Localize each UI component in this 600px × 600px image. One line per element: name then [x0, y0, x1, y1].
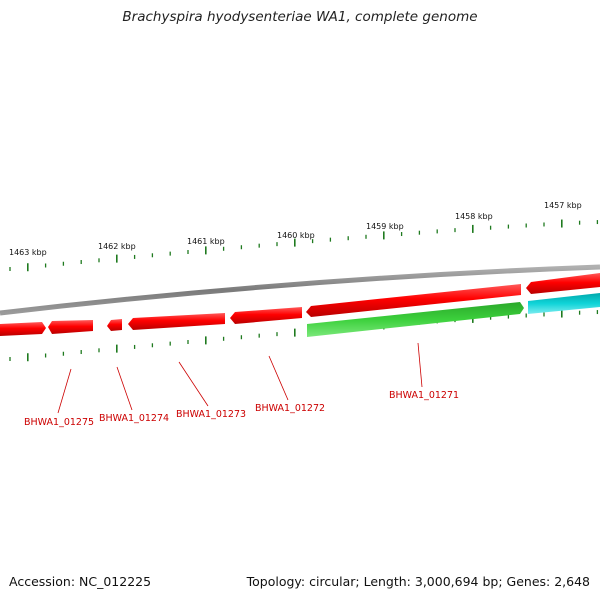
gene-arrow-bhwa1-01271[interactable]: [307, 302, 524, 337]
gene-arrow-bhwa1-01272[interactable]: [230, 307, 302, 324]
gene-arrow-bhwa1-01275[interactable]: [48, 320, 93, 334]
gene-arrow[interactable]: [526, 273, 600, 294]
gene-label: BHWA1_01274: [99, 413, 169, 424]
gene-arrow-bhwa1-01273[interactable]: [128, 313, 225, 330]
scale-tick-label: 1460 kbp: [277, 231, 315, 240]
scale-tick-label: 1461 kbp: [187, 237, 225, 246]
accession-text: Accession: NC_012225: [9, 574, 152, 589]
genome-summary-text: Topology: circular; Length: 3,000,694 bp…: [246, 574, 590, 589]
scale-tick-label: 1459 kbp: [366, 222, 404, 231]
genome-backbone: [0, 264, 600, 316]
scale-tick-label: 1462 kbp: [98, 242, 136, 251]
forward-strand-track: [0, 273, 600, 336]
gene-label: BHWA1_01271: [389, 390, 459, 401]
callout-line: [57, 368, 72, 414]
reverse-strand-track: [307, 293, 600, 337]
callout-line: [178, 361, 209, 407]
scale-tick-label: 1457 kbp: [544, 201, 582, 210]
gene-callouts: [57, 342, 423, 414]
gene-arrow-bhwa1-01274[interactable]: [107, 319, 122, 331]
gene-arrow[interactable]: [306, 284, 521, 317]
gene-label: BHWA1_01275: [24, 417, 94, 428]
scale-tick-label: 1458 kbp: [455, 212, 493, 221]
callout-line: [116, 366, 133, 411]
gene-label: BHWA1_01272: [255, 403, 325, 414]
map-title: Brachyspira hyodysenteriae WA1, complete…: [122, 9, 478, 25]
inner-scale-ticks: [9, 309, 599, 362]
callout-line: [268, 355, 289, 401]
gene-label: BHWA1_01273: [176, 409, 246, 420]
callout-line: [417, 342, 423, 388]
outer-scale-ticks: [9, 219, 599, 272]
gene-arrow[interactable]: [528, 293, 600, 314]
scale-tick-label: 1463 kbp: [9, 248, 47, 257]
gene-arrow[interactable]: [0, 322, 46, 336]
